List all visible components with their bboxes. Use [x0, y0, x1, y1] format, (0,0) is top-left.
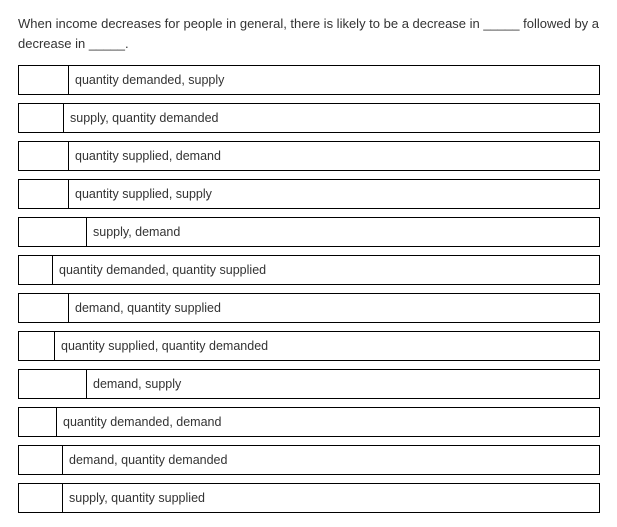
- option-label: quantity demanded, demand: [57, 408, 229, 436]
- option-checkbox: [19, 484, 63, 512]
- option-checkbox: [19, 332, 55, 360]
- option-label: demand, quantity supplied: [69, 294, 229, 322]
- option-checkbox: [19, 370, 87, 398]
- question-text: When income decreases for people in gene…: [18, 14, 599, 53]
- options-list: quantity demanded, supply supply, quantit…: [18, 65, 599, 513]
- option-4[interactable]: supply, demand: [18, 217, 600, 247]
- option-label: demand, supply: [87, 370, 189, 398]
- option-5[interactable]: quantity demanded, quantity supplied: [18, 255, 600, 285]
- option-label: quantity supplied, demand: [69, 142, 229, 170]
- option-11[interactable]: supply, quantity supplied: [18, 483, 600, 513]
- option-checkbox: [19, 142, 69, 170]
- option-6[interactable]: demand, quantity supplied: [18, 293, 600, 323]
- option-label: quantity demanded, quantity supplied: [53, 256, 274, 284]
- option-0[interactable]: quantity demanded, supply: [18, 65, 600, 95]
- option-checkbox: [19, 294, 69, 322]
- option-7[interactable]: quantity supplied, quantity demanded: [18, 331, 600, 361]
- option-checkbox: [19, 408, 57, 436]
- option-label: supply, demand: [87, 218, 188, 246]
- option-checkbox: [19, 180, 69, 208]
- option-1[interactable]: supply, quantity demanded: [18, 103, 600, 133]
- option-9[interactable]: quantity demanded, demand: [18, 407, 600, 437]
- option-label: supply, quantity demanded: [64, 104, 226, 132]
- option-checkbox: [19, 256, 53, 284]
- option-label: demand, quantity demanded: [63, 446, 235, 474]
- option-checkbox: [19, 218, 87, 246]
- option-checkbox: [19, 104, 64, 132]
- option-checkbox: [19, 66, 69, 94]
- option-label: quantity supplied, quantity demanded: [55, 332, 276, 360]
- option-8[interactable]: demand, supply: [18, 369, 600, 399]
- option-checkbox: [19, 446, 63, 474]
- option-label: supply, quantity supplied: [63, 484, 213, 512]
- option-2[interactable]: quantity supplied, demand: [18, 141, 600, 171]
- option-3[interactable]: quantity supplied, supply: [18, 179, 600, 209]
- option-label: quantity demanded, supply: [69, 66, 232, 94]
- option-label: quantity supplied, supply: [69, 180, 220, 208]
- option-10[interactable]: demand, quantity demanded: [18, 445, 600, 475]
